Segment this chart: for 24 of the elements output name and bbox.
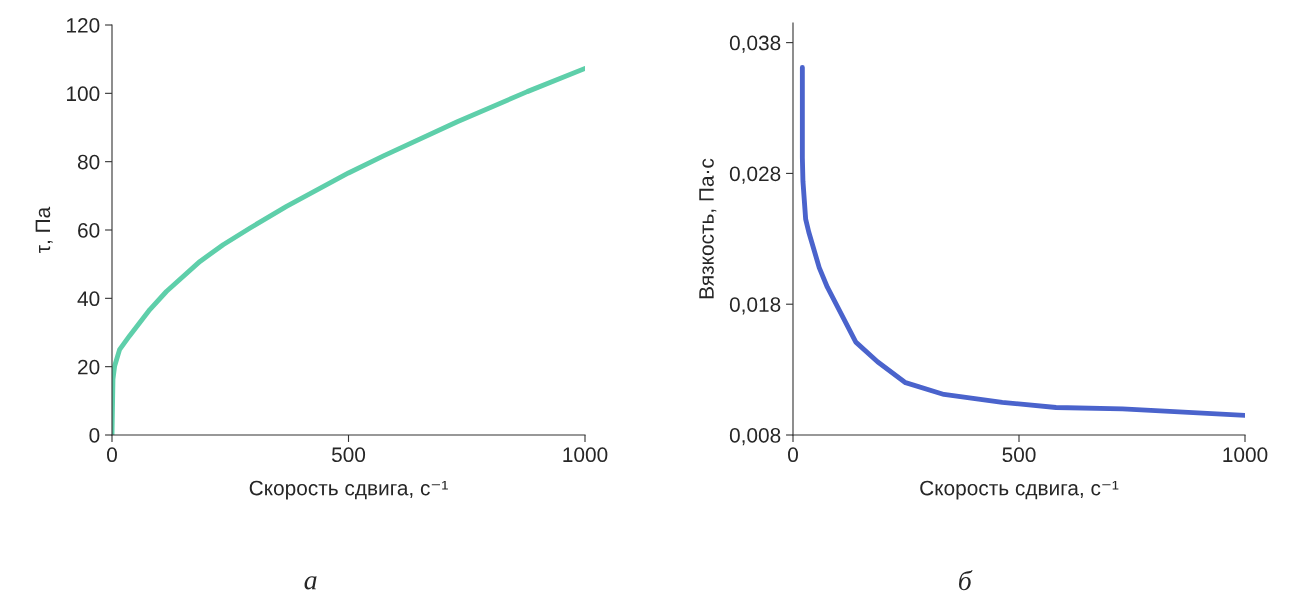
y-axis-title: τ, Па — [35, 206, 53, 253]
x-axis-title: Скорость сдвига, с⁻¹ — [920, 480, 1119, 500]
y-tick-label: 60 — [78, 223, 100, 238]
x-tick-label: 0 — [788, 447, 798, 463]
x-tick-label: 1000 — [563, 447, 608, 463]
text: б — [958, 570, 973, 591]
y-tick-label: 0,038 — [729, 35, 781, 53]
y-tick-label: 80 — [77, 154, 100, 170]
y-tick-label: 20 — [78, 359, 100, 375]
line-series — [799, 65, 1245, 418]
y-tick-label: 40 — [77, 291, 100, 307]
text: а — [304, 576, 317, 590]
y-tick-label: 0,018 — [729, 297, 781, 315]
y-tick-label: 0 — [89, 428, 100, 443]
x-axis-title: Скорость сдвига, с⁻¹ — [249, 480, 448, 500]
x-tick-label: 500 — [331, 447, 366, 463]
y-tick-label: 120 — [67, 18, 100, 33]
y-tick-label: 0,028 — [729, 166, 781, 184]
x-tick-label: 500 — [1002, 447, 1036, 463]
y-tick-label: 0,008 — [729, 428, 781, 446]
x-tick-label: 0 — [107, 447, 117, 463]
y-tick-label: 100 — [67, 86, 100, 102]
y-axis-title: Вязкость, Па·с — [699, 158, 717, 299]
x-tick-label: 1000 — [1223, 447, 1268, 463]
